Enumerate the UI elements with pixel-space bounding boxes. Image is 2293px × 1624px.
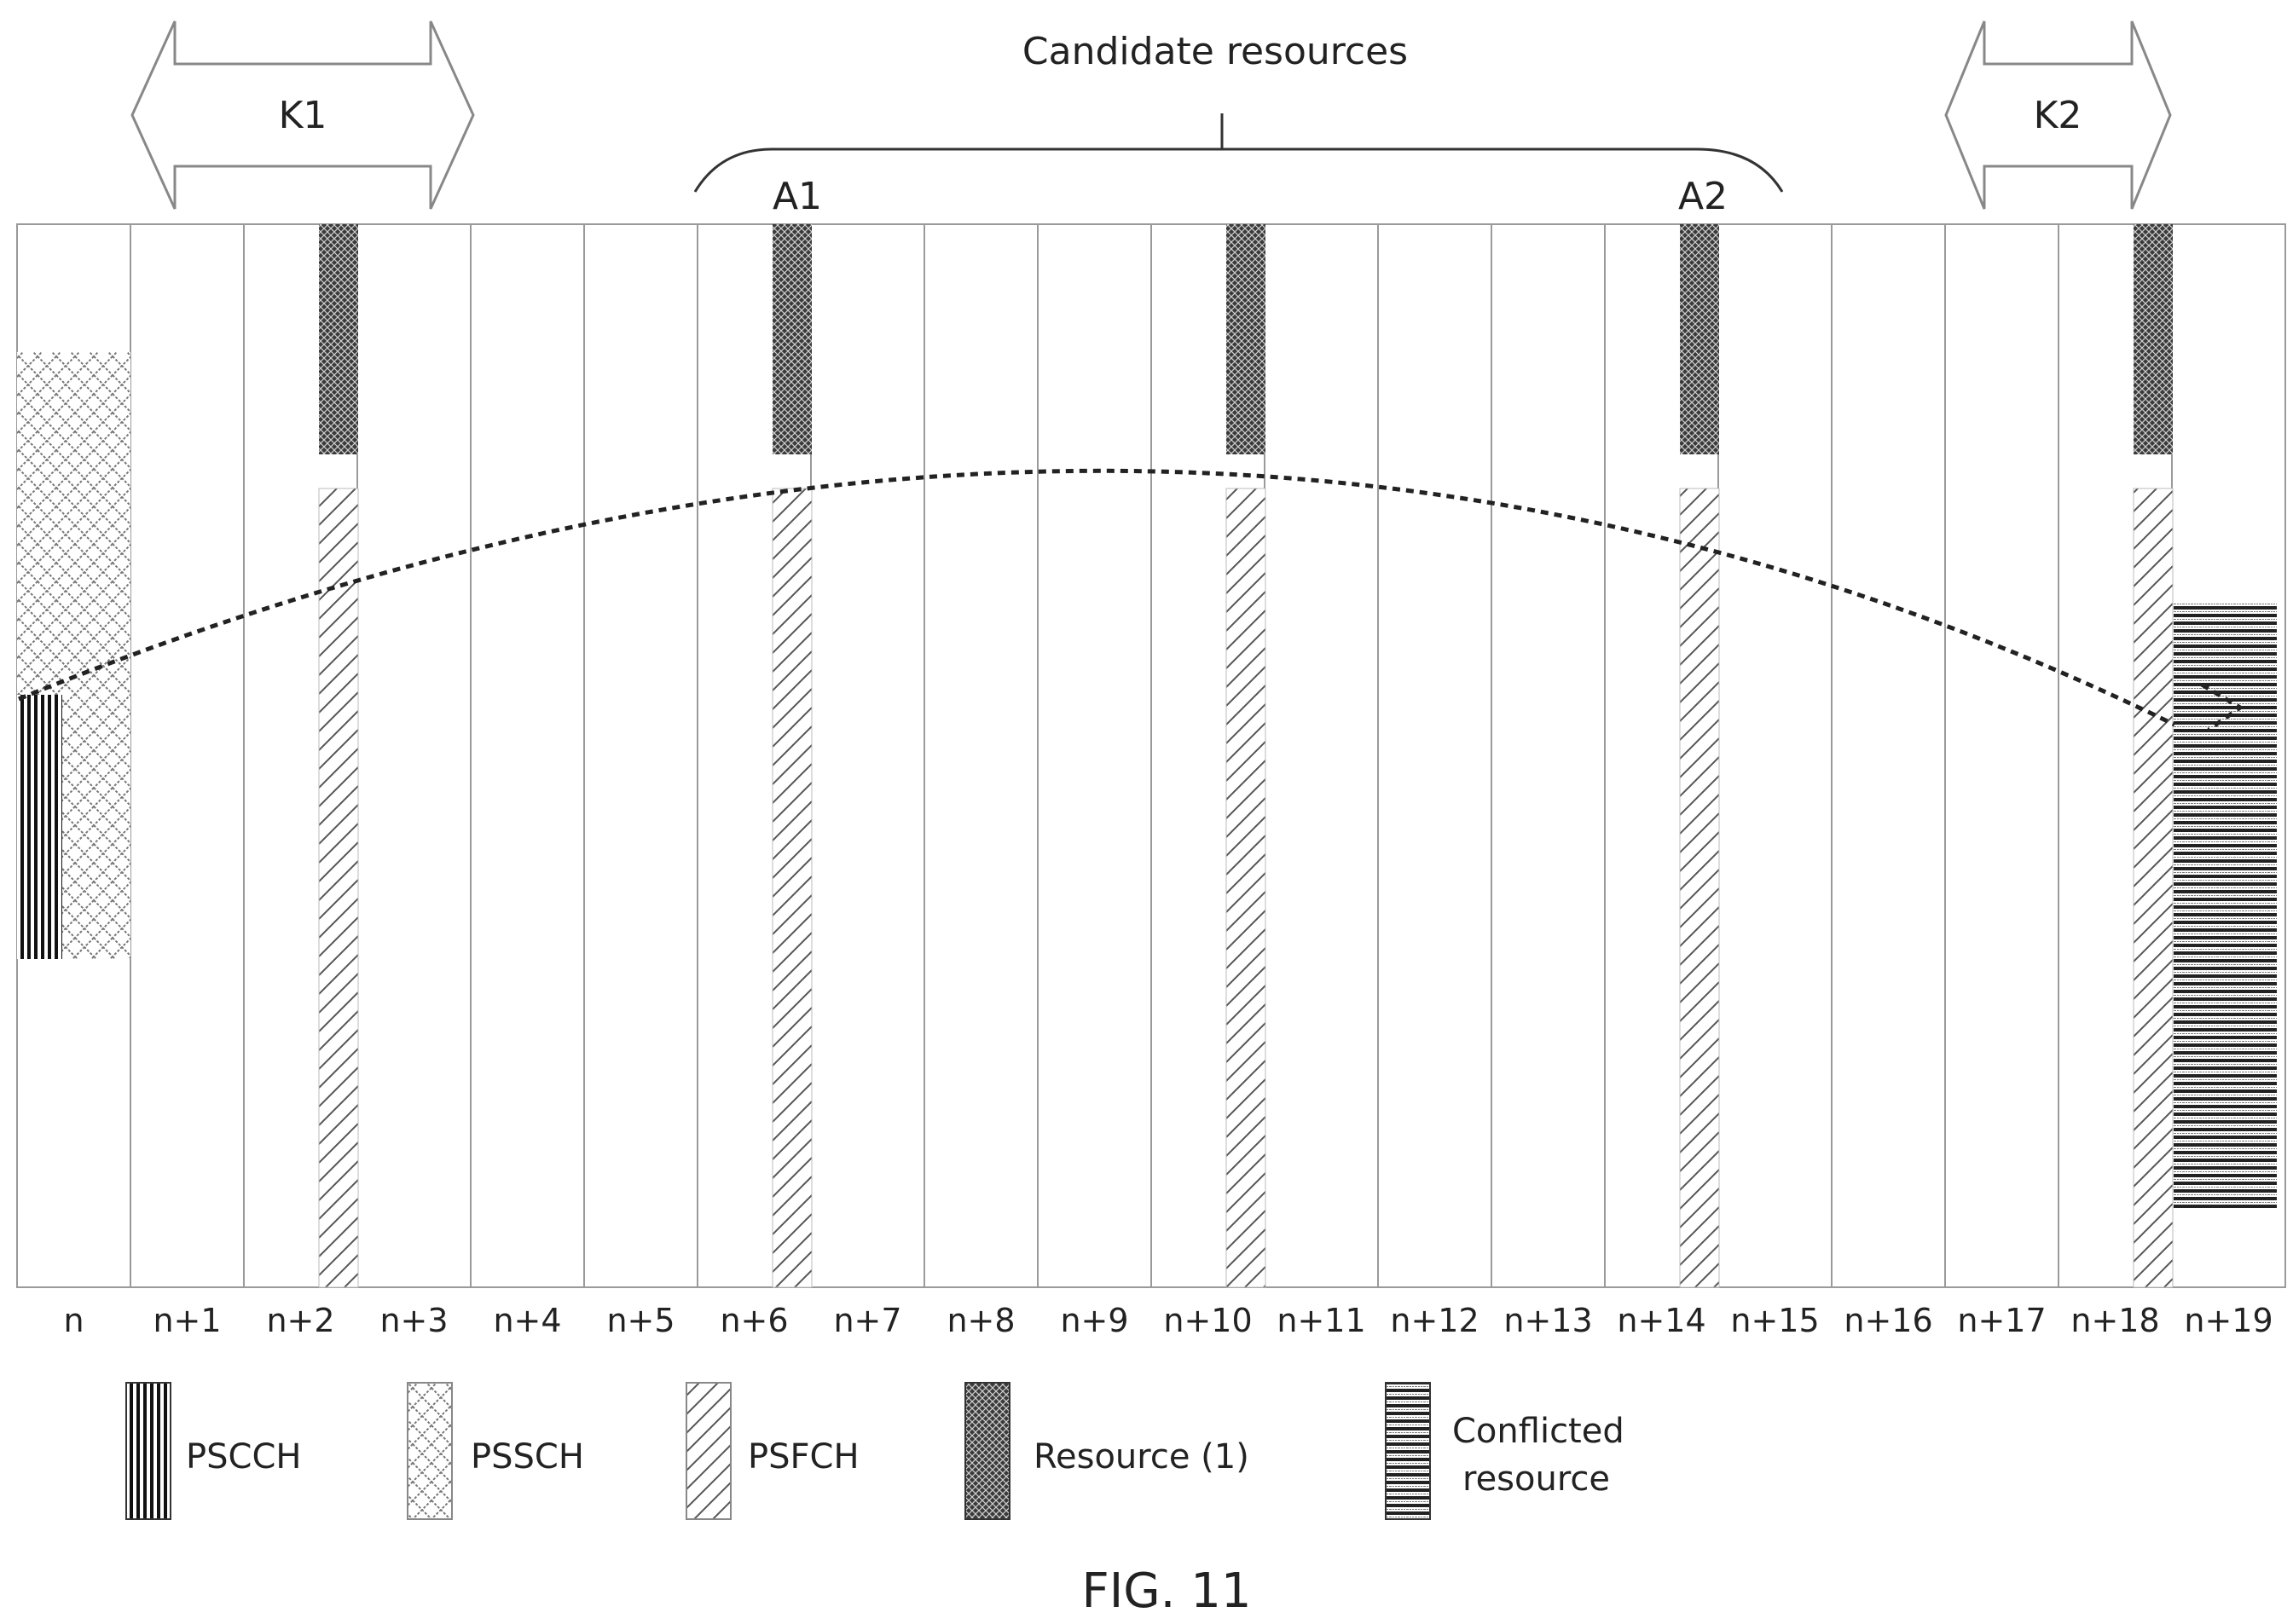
k2-double-arrow <box>1944 20 2172 210</box>
resource-blocks <box>17 224 2277 1288</box>
slot-label: n <box>63 1302 84 1339</box>
candidate-resources-label: Candidate resources <box>1022 30 1408 73</box>
figure-label: FIG. 11 <box>1082 1563 1252 1619</box>
psfch-block <box>772 488 813 1288</box>
slot-label: n+4 <box>493 1302 561 1339</box>
slot-label: n+19 <box>2184 1302 2273 1339</box>
slot-label: n+17 <box>1957 1302 2046 1339</box>
legend: PSCCH PSSCH PSFCH Resource (1) Conflicte… <box>125 1382 1624 1520</box>
legend-pscch-swatch <box>125 1382 171 1520</box>
arrowhead-icon <box>2200 682 2244 732</box>
slot-label: n+18 <box>2070 1302 2159 1339</box>
slot-label: n+10 <box>1163 1302 1252 1339</box>
a1-label: A1 <box>773 175 822 218</box>
legend-conflicted-label-line2: resource <box>1462 1459 1610 1499</box>
legend-resource-swatch <box>964 1382 1010 1520</box>
resource-1-block <box>773 224 812 454</box>
slot-label: n+3 <box>379 1302 448 1339</box>
slot-label: n+13 <box>1503 1302 1592 1339</box>
legend-pssch-label: PSSCH <box>471 1437 584 1477</box>
conflicted-resource-block <box>2174 603 2277 1208</box>
slot-label: n+7 <box>833 1302 901 1339</box>
resource-1-block <box>2134 224 2173 454</box>
psfch-block <box>2133 488 2174 1288</box>
k1-double-arrow <box>130 20 475 210</box>
legend-conflicted-swatch <box>1385 1382 1431 1520</box>
slot-label: n+8 <box>947 1302 1015 1339</box>
resource-1-block <box>1226 224 1265 454</box>
legend-resource-label: Resource (1) <box>1034 1437 1249 1477</box>
slot-label: n+5 <box>606 1302 675 1339</box>
legend-psfch-label: PSFCH <box>748 1437 860 1477</box>
pscch-block <box>17 695 62 959</box>
dotted-arc-arrow <box>18 468 2176 727</box>
psfch-block <box>1225 488 1266 1288</box>
slot-labels: n n+1 n+2 n+3 n+4 n+5 n+6 n+7 n+8 n+9 n+10 n+11 n+12… <box>63 1302 2273 1339</box>
legend-pscch-label: PSCCH <box>186 1437 301 1477</box>
slot-label: n+14 <box>1617 1302 1705 1339</box>
k1-label: K1 <box>279 94 327 137</box>
slot-label: n+2 <box>266 1302 334 1339</box>
slot-label: n+12 <box>1390 1302 1479 1339</box>
psfch-block <box>1679 488 1720 1288</box>
legend-psfch-swatch <box>686 1382 732 1520</box>
candidate-brace <box>693 147 1784 193</box>
slot-label: n+9 <box>1060 1302 1128 1339</box>
a2-label: A2 <box>1678 175 1728 218</box>
slot-label: n+11 <box>1277 1302 1365 1339</box>
slot-label: n+15 <box>1730 1302 1819 1339</box>
slot-label: n+6 <box>720 1302 788 1339</box>
resource-1-block <box>319 224 358 454</box>
slot-label: n+1 <box>153 1302 221 1339</box>
legend-pssch-swatch <box>407 1382 453 1520</box>
k2-label: K2 <box>2034 94 2082 137</box>
slot-label: n+16 <box>1844 1302 1932 1339</box>
legend-conflicted-label-line1: Conflicted <box>1452 1412 1624 1451</box>
resource-1-block <box>1680 224 1719 454</box>
psfch-block <box>318 488 359 1288</box>
